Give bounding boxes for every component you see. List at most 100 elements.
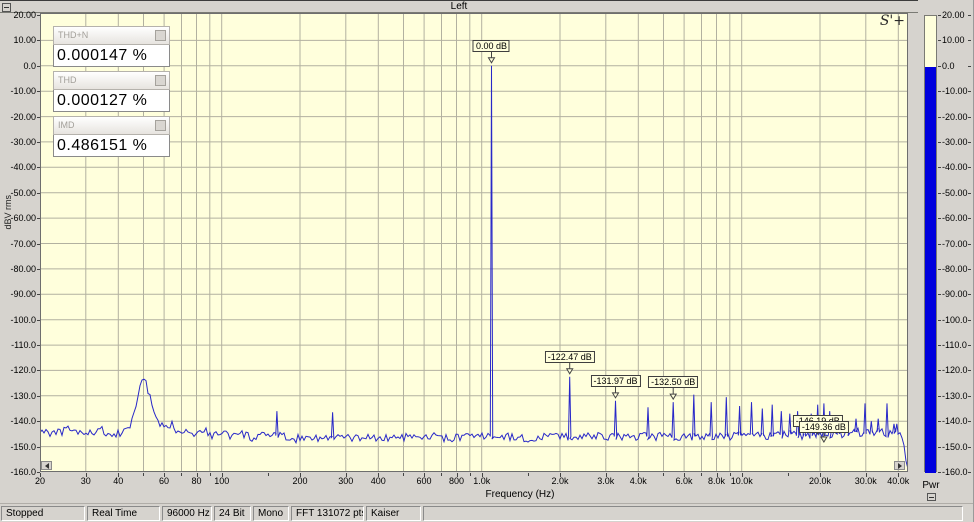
y-axis-tick-mark — [37, 116, 40, 118]
x-axis-minor-tick-mark — [209, 473, 211, 476]
x-axis-minor-tick-mark — [701, 473, 703, 476]
thdn-label: THD+N — [58, 30, 89, 40]
meter-tick-mark — [938, 15, 941, 16]
x-axis-tick-mark — [300, 473, 301, 477]
meter-tick-label: -150.0 — [942, 441, 968, 452]
scroll-right-button[interactable] — [894, 461, 905, 470]
y-axis-tick-label: 0.0 — [23, 60, 36, 71]
meter-tick-mark — [938, 243, 941, 245]
status-bar: Stopped Real Time 96000 Hz 24 Bit Mono FFT 13… — [0, 503, 973, 522]
thdn-value: 0.000147 % — [53, 45, 170, 67]
x-axis-tick-mark — [898, 473, 900, 477]
meter-edge-tick-mark — [968, 192, 971, 194]
x-axis-minor-tick-mark — [469, 473, 471, 476]
meter-edge-tick-mark — [968, 243, 971, 245]
thd-collapse-button[interactable] — [155, 75, 166, 86]
y-axis-tick-mark — [37, 319, 40, 321]
x-axis-tick-label: 1.0k — [473, 476, 491, 486]
y-axis-tick-label: -50.00 — [10, 187, 36, 198]
meter-tick-label: -20.00 — [942, 111, 968, 122]
meter-edge-tick-mark — [968, 65, 971, 67]
meter-tick-label: -110.0 — [942, 340, 967, 351]
x-axis-minor-tick-mark — [181, 473, 183, 476]
x-axis-tick-mark — [638, 473, 640, 477]
x-axis-title: Frequency (Hz) — [485, 489, 555, 500]
power-meter-collapse-button[interactable] — [927, 493, 936, 501]
x-axis-tick-mark — [456, 473, 458, 477]
x-axis-tick-mark — [741, 473, 743, 477]
scroll-left-button[interactable] — [41, 461, 52, 470]
meter-edge-tick-mark — [968, 395, 971, 397]
imd-value: 0.486151 % — [53, 135, 170, 157]
meter-edge-tick-mark — [968, 345, 971, 347]
y-axis-tick-label: -140.0 — [10, 416, 36, 427]
y-axis-tick-mark — [37, 141, 40, 143]
x-axis-tick-label: 20 — [34, 476, 46, 486]
x-axis-tick-label: 60 — [159, 476, 170, 486]
marker-annotation[interactable]: 0.00 dB — [472, 39, 510, 52]
power-meter — [924, 15, 937, 473]
x-axis-tick-mark — [424, 473, 426, 477]
x-axis-minor-tick-mark — [267, 473, 269, 476]
marker-annotation[interactable]: -149.36 dB — [798, 420, 849, 433]
meter-edge-tick-mark — [968, 218, 971, 220]
y-axis-tick-mark — [37, 91, 40, 93]
y-axis-tick-mark — [37, 65, 40, 67]
y-axis-tick-label: -110.0 — [11, 340, 36, 351]
x-axis-tick-mark — [820, 473, 821, 477]
x-axis-tick-label: 40.0k — [887, 476, 910, 486]
x-axis-tick-mark — [716, 473, 718, 477]
meter-tick-label: -140.0 — [942, 416, 968, 427]
x-axis-tick-label: 8.0k — [708, 476, 726, 486]
x-axis-tick-mark — [378, 473, 380, 477]
meter-edge-tick-mark — [968, 421, 971, 423]
spectrum-plot-area[interactable]: S'+ THD+N 0.000147 % THD 0.000127 % IMD … — [39, 13, 909, 472]
meter-edge-tick-mark — [968, 40, 971, 42]
thdn-panel-header: THD+N — [53, 26, 170, 45]
meter-edge-tick-mark — [968, 319, 971, 321]
x-axis-tick-label: 800 — [449, 476, 465, 486]
thd-panel: THD 0.000127 % — [53, 71, 170, 112]
marker-annotation[interactable]: -132.50 dB — [648, 376, 699, 389]
x-axis-tick-label: 30.0k — [854, 476, 877, 486]
x-axis-minor-tick-mark — [403, 473, 405, 476]
x-axis-tick-label: 6.0k — [675, 476, 693, 486]
x-axis-minor-tick-mark — [729, 473, 731, 476]
y-axis-tick-label: -20.00 — [10, 111, 36, 122]
thdn-panel: THD+N 0.000147 % — [53, 26, 170, 67]
thdn-collapse-button[interactable] — [155, 30, 166, 41]
marker-annotation[interactable]: -131.97 dB — [590, 374, 641, 387]
meter-tick-label: -90.00 — [942, 289, 968, 300]
x-axis-tick-label: 600 — [416, 476, 432, 486]
x-axis-tick-label: 100 — [214, 476, 230, 486]
x-axis-tick-mark — [481, 473, 483, 477]
meter-tick-label: 0.0 — [942, 60, 955, 71]
y-axis-tick-label: -160.0 — [10, 467, 36, 477]
meter-tick-mark — [938, 192, 941, 194]
meter-tick-label: -70.00 — [942, 238, 968, 249]
meter-tick-mark — [938, 294, 941, 296]
spectrum-trace-canvas — [39, 13, 909, 472]
collapse-plot-button[interactable] — [2, 3, 11, 12]
y-axis-tick-label: -120.0 — [10, 365, 36, 376]
y-axis-tick-label: -130.0 — [10, 390, 36, 401]
meter-tick-mark — [938, 65, 941, 67]
thd-panel-header: THD — [53, 71, 170, 90]
x-axis-minor-tick-mark — [527, 473, 529, 476]
meter-tick-mark — [938, 40, 941, 42]
meter-tick-mark — [938, 91, 941, 93]
status-sample-rate: 96000 Hz — [162, 506, 212, 521]
meter-edge-tick-mark — [968, 15, 971, 16]
imd-panel: IMD 0.486151 % — [53, 116, 170, 157]
x-axis-tick-mark — [196, 473, 198, 477]
imd-collapse-button[interactable] — [155, 120, 166, 131]
meter-tick-label: -130.0 — [942, 390, 968, 401]
imd-panel-header: IMD — [53, 116, 170, 135]
x-axis-tick-mark — [40, 473, 41, 477]
marker-annotation[interactable]: -122.47 dB — [544, 350, 595, 363]
app-logo: S'+ — [879, 13, 905, 29]
x-axis-tick-mark — [164, 473, 166, 477]
left-arrow-icon — [44, 462, 49, 469]
meter-edge-tick-mark — [968, 91, 971, 93]
